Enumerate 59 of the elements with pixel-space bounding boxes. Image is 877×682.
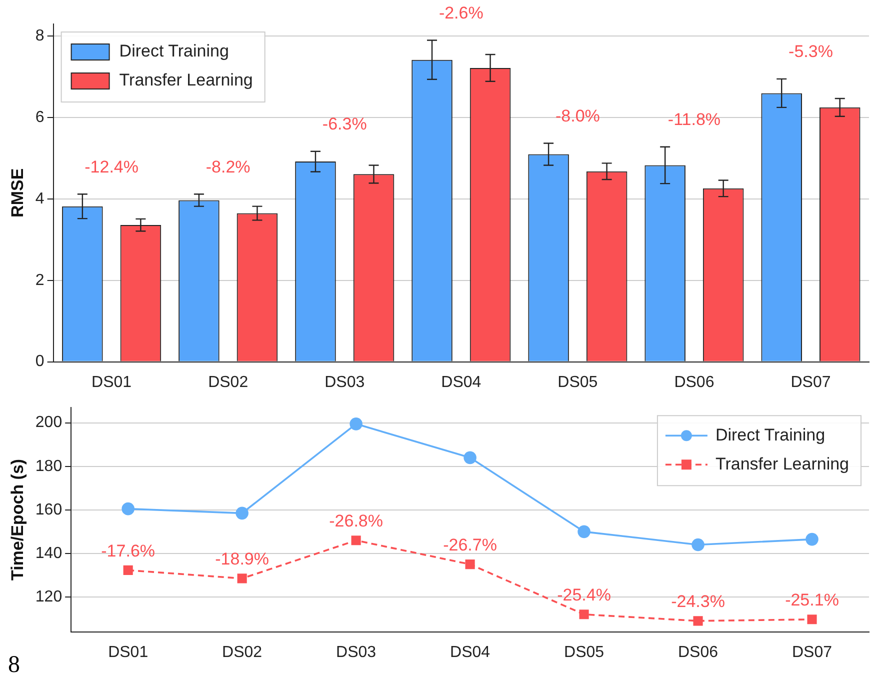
- annotation: -26.8%: [329, 512, 383, 531]
- legend-label: Direct Training: [715, 425, 826, 444]
- x-tick-label: DS01: [92, 374, 132, 391]
- x-tick-label: DS04: [441, 374, 482, 391]
- y-tick-label: 8: [35, 28, 44, 45]
- point: [236, 506, 248, 520]
- x-tick-label: DS03: [336, 644, 376, 661]
- y-axis-title: Time/Epoch (s): [8, 458, 27, 580]
- point: [464, 451, 476, 464]
- y-tick-label: 160: [35, 501, 62, 518]
- annotation: -26.7%: [443, 536, 497, 555]
- text: -2.6%: [438, 3, 484, 22]
- y-tick-label: 0: [35, 353, 44, 370]
- y-tick-label: 140: [35, 544, 62, 562]
- point: [122, 502, 134, 516]
- point: [237, 574, 247, 584]
- x-tick-label: DS01: [108, 644, 148, 661]
- point: [578, 525, 590, 538]
- y-tick-label: 6: [35, 109, 44, 126]
- point: [806, 532, 818, 546]
- y-axis-title: RMSE: [8, 168, 27, 218]
- x-tick-label: DS07: [790, 374, 831, 391]
- x-tick-label: DS05: [564, 644, 604, 661]
- point: [579, 610, 589, 620]
- point: [465, 560, 475, 570]
- y-tick-label: 2: [35, 272, 44, 289]
- annotation: -25.4%: [557, 586, 611, 605]
- annotation: -24.3%: [671, 592, 725, 612]
- point: [807, 614, 817, 624]
- annotation: -5.3%: [788, 42, 833, 62]
- x-tick-label: DS04: [450, 644, 490, 661]
- x-tick-label: DS05: [558, 374, 598, 391]
- annotation: -18.9%: [215, 550, 270, 569]
- annotation: -11.8%: [668, 110, 721, 130]
- point: [351, 536, 361, 546]
- point: [350, 418, 362, 430]
- y-tick-label: 120: [35, 588, 62, 606]
- x-tick-label: DS06: [678, 644, 718, 661]
- annotation: -8.0%: [555, 106, 600, 126]
- legend-label: Transfer Learning: [715, 454, 850, 474]
- y-tick-label: 200: [35, 414, 62, 432]
- x-tick-label: DS02: [208, 374, 248, 391]
- annotation: -12.4%: [84, 157, 138, 176]
- annotation: -25.1%: [785, 590, 839, 610]
- legend-label: Transfer Learning: [119, 70, 253, 90]
- point: [123, 565, 133, 575]
- legend-label: Direct Training: [119, 42, 229, 61]
- x-tick-label: DS06: [674, 374, 714, 391]
- annotation: -8.2%: [206, 157, 250, 176]
- point: [693, 616, 703, 626]
- x-tick-label: DS03: [324, 374, 365, 391]
- annotation: -6.3%: [322, 114, 367, 134]
- y-tick-label: 4: [35, 190, 44, 208]
- x-tick-label: DS02: [222, 644, 262, 661]
- y-tick-label: 180: [35, 458, 62, 475]
- point: [692, 538, 704, 552]
- annotation: -17.6%: [101, 541, 156, 560]
- x-tick-label: DS07: [792, 644, 832, 661]
- text: 8: [8, 652, 20, 679]
